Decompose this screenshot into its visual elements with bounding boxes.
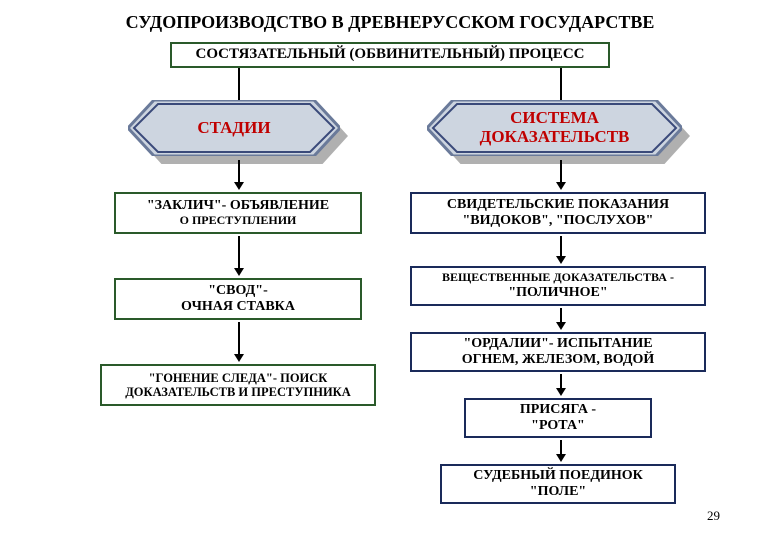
box-witness: СВИДЕТЕЛЬСКИЕ ПОКАЗАНИЯ "ВИДОКОВ", "ПОСЛ… bbox=[410, 192, 706, 234]
box-svod: "СВОД"- ОЧНАЯ СТАВКА bbox=[114, 278, 362, 320]
box-prisyaga: ПРИСЯГА - "РОТА" bbox=[464, 398, 652, 438]
page-number: 29 bbox=[707, 508, 720, 524]
page-title: СУДОПРОИЗВОДСТВО В ДРЕВНЕРУССКОМ ГОСУДАР… bbox=[0, 12, 780, 33]
box-ordalii: "ОРДАЛИИ"- ИСПЫТАНИЕ ОГНЕМ, ЖЕЛЕЗОМ, ВОД… bbox=[410, 332, 706, 372]
arrow-l2 bbox=[234, 322, 244, 362]
box-gonenie: "ГОНЕНИЕ СЛЕДА"- ПОИСК ДОКАЗАТЕЛЬСТВ И П… bbox=[100, 364, 376, 406]
arrow-l1 bbox=[234, 236, 244, 276]
arrow-r4 bbox=[556, 440, 566, 462]
subtitle-box: СОСТЯЗАТЕЛЬНЫЙ (ОБВИНИТЕЛЬНЫЙ) ПРОЦЕСС bbox=[170, 42, 610, 68]
oct-left-label: СТАДИИ bbox=[189, 119, 278, 138]
arrow-r2 bbox=[556, 308, 566, 330]
arrow-r3 bbox=[556, 374, 566, 396]
octagon-stages: СТАДИИ bbox=[128, 100, 340, 156]
octagon-evidence: СИСТЕМАДОКАЗАТЕЛЬСТВ bbox=[427, 100, 682, 156]
box-material: ВЕЩЕСТВЕННЫЕ ДОКАЗАТЕЛЬСТВА - "ПОЛИЧНОЕ" bbox=[410, 266, 706, 306]
arrow-l0 bbox=[234, 160, 244, 190]
arrow-r1 bbox=[556, 236, 566, 264]
arrow-r0 bbox=[556, 160, 566, 190]
box-pole: СУДЕБНЫЙ ПОЕДИНОК "ПОЛЕ" bbox=[440, 464, 676, 504]
box-zaklich: "ЗАКЛИЧ"- ОБЪЯВЛЕНИЕ О ПРЕСТУПЛЕНИИ bbox=[114, 192, 362, 234]
oct-right-label: СИСТЕМАДОКАЗАТЕЛЬСТВ bbox=[472, 109, 638, 146]
